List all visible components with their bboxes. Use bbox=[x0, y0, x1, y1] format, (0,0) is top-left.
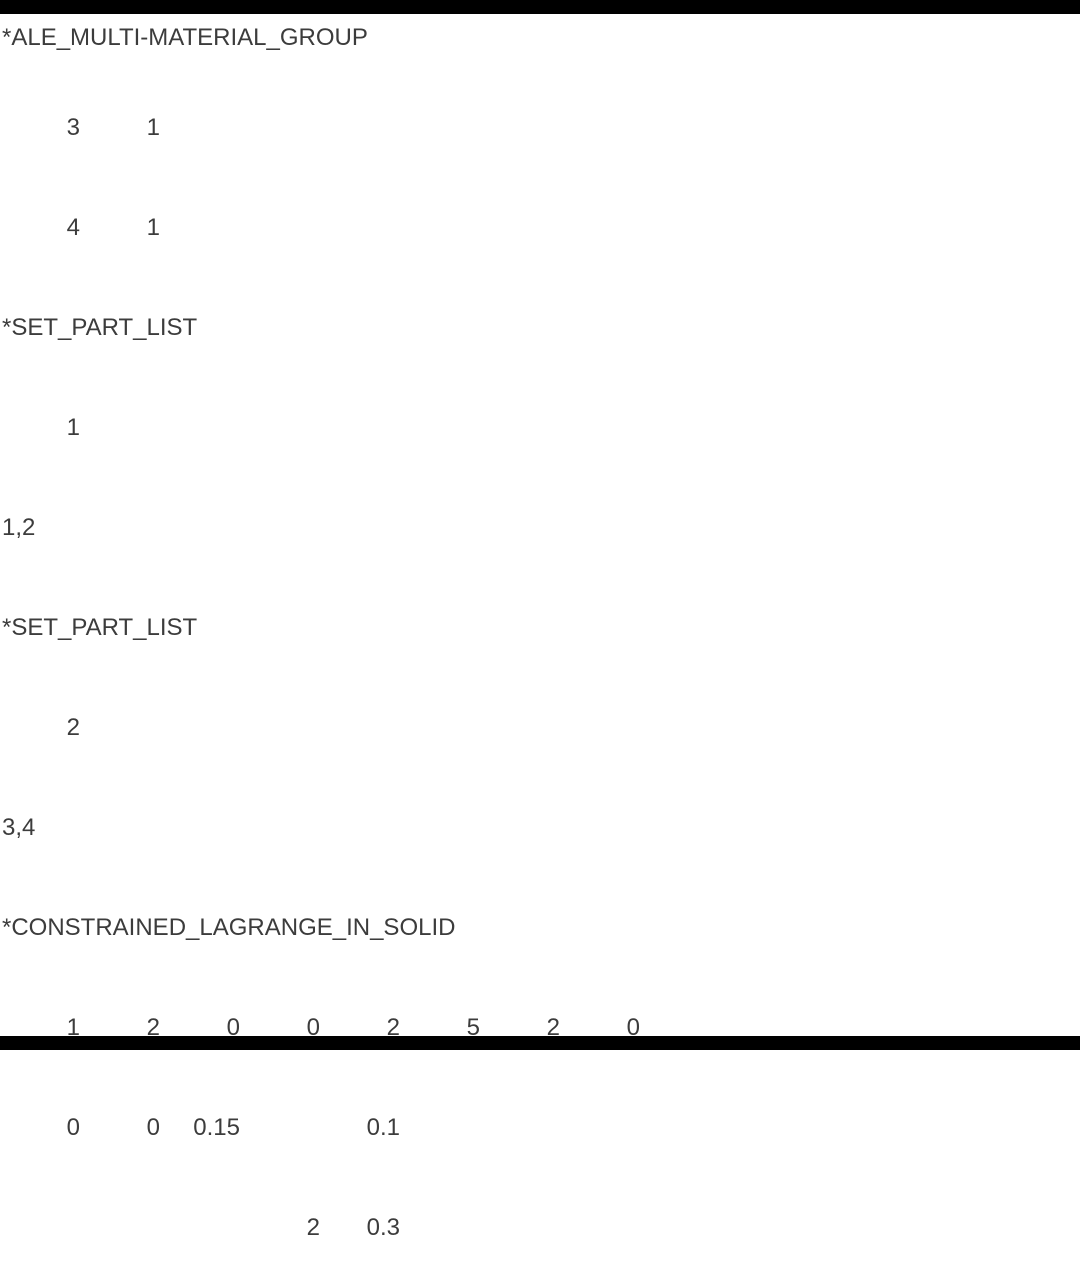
keyword-text: *ALE_MULTI-MATERIAL_GROUP bbox=[2, 26, 368, 50]
keyword-line: *SET_PART_LIST bbox=[0, 306, 1080, 406]
data-line: 31 bbox=[0, 106, 1080, 206]
field: 3 bbox=[0, 116, 80, 140]
document-body: *ALE_MULTI-MATERIAL_GROUP 31 41 *SET_PAR… bbox=[0, 14, 1080, 1268]
keyword-line: *CONSTRAINED_LAGRANGE_IN_SOLID bbox=[0, 906, 1080, 1006]
top-black-bar bbox=[0, 0, 1080, 14]
raw-text: 3,4 bbox=[2, 816, 35, 840]
field: 0 bbox=[0, 1116, 80, 1140]
field: 0 bbox=[80, 1116, 160, 1140]
field: 0.1 bbox=[320, 1116, 400, 1140]
raw-line: 1,2 bbox=[0, 506, 1080, 606]
keyword-line: *SET_PART_LIST bbox=[0, 606, 1080, 706]
field: 4 bbox=[0, 216, 80, 240]
field: 2 bbox=[240, 1216, 320, 1240]
data-line: 2 bbox=[0, 706, 1080, 806]
raw-line: 3,4 bbox=[0, 806, 1080, 906]
field: 2 bbox=[0, 716, 80, 740]
field: 1 bbox=[80, 116, 160, 140]
bottom-black-bar bbox=[0, 1036, 1080, 1050]
data-line: 41 bbox=[0, 206, 1080, 306]
field: 1 bbox=[80, 216, 160, 240]
field: 0.3 bbox=[320, 1216, 400, 1240]
keyword-text: *SET_PART_LIST bbox=[2, 616, 197, 640]
raw-text: 1,2 bbox=[2, 516, 35, 540]
data-line: 20.3 bbox=[0, 1206, 1080, 1256]
field: 0.15 bbox=[160, 1116, 240, 1140]
data-line: 1 bbox=[0, 406, 1080, 506]
data-line: 000.150.1 bbox=[0, 1106, 1080, 1206]
keyword-text: *CONSTRAINED_LAGRANGE_IN_SOLID bbox=[2, 916, 455, 940]
data-line: 12002520 bbox=[0, 1006, 1080, 1106]
field: 1 bbox=[0, 416, 80, 440]
keyword-text: *SET_PART_LIST bbox=[2, 316, 197, 340]
keyword-line: *ALE_MULTI-MATERIAL_GROUP bbox=[0, 26, 1080, 106]
